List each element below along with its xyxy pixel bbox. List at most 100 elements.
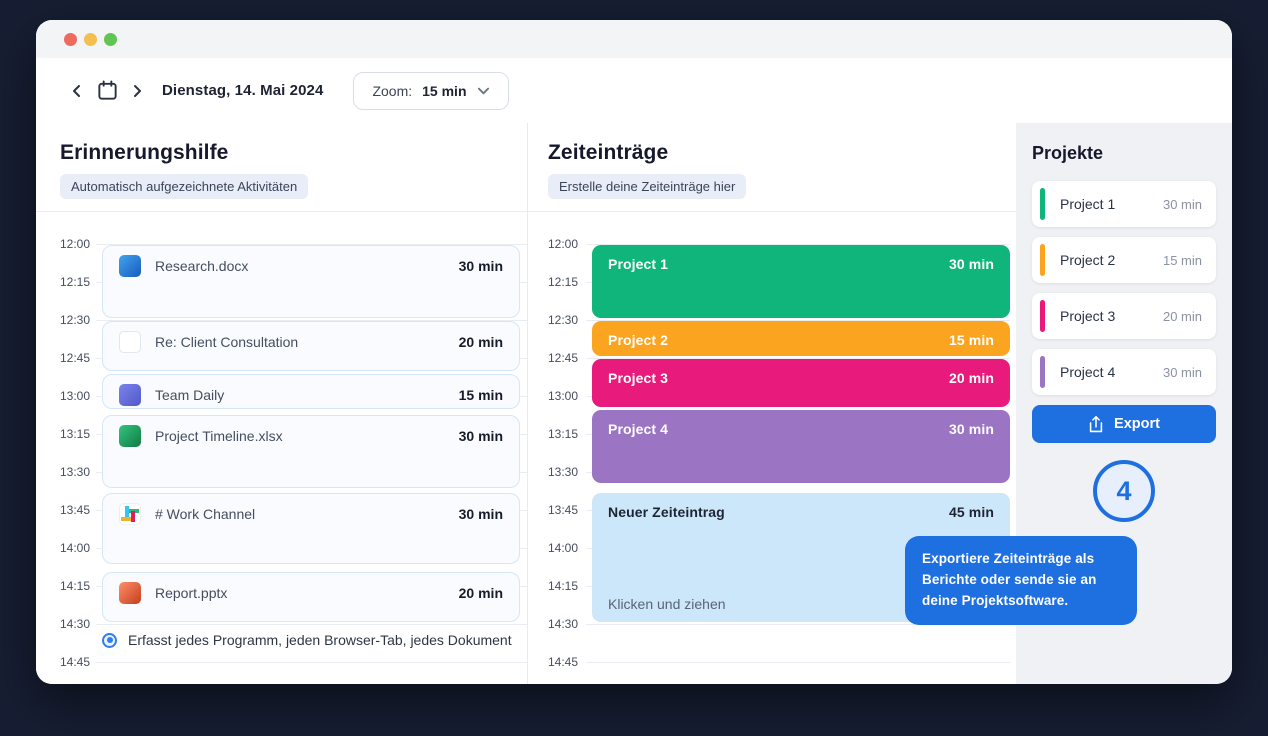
project-duration: 30 min [1162,196,1202,212]
left-panel-badge: Automatisch aufgezeichnete Aktivitäten [60,174,309,199]
time-label: 13:45 [547,503,578,517]
new-entry-hint: Klicken und ziehen [608,595,726,612]
project-card[interactable]: Project 2 15 min [1032,237,1216,283]
time-label: 14:45 [59,655,90,669]
left-panel-header: Erinnerungshilfe Automatisch aufgezeichn… [36,123,527,212]
activity-title: Report.pptx [155,584,228,601]
time-entry-name: Project 1 [608,256,669,272]
time-label: 13:15 [59,427,90,441]
time-entry-duration: 15 min [949,332,994,348]
time-label: 14:45 [547,655,578,669]
share-icon [1089,415,1103,432]
gridline [96,662,527,663]
project-color-bar [1040,244,1045,276]
activity-duration: 30 min [458,427,503,444]
teams-icon [119,384,141,407]
project-list: Project 1 30 min Project 2 15 min Projec… [1032,181,1216,395]
current-date: Dienstag, 14. Mai 2024 [162,82,324,99]
time-entry-duration: 20 min [949,370,994,386]
time-label: 12:15 [59,275,90,289]
record-icon [102,632,117,648]
activity-card[interactable]: Project Timeline.xlsx 30 min [102,414,520,488]
project-color-bar [1040,188,1045,220]
close-window-button[interactable] [64,32,77,46]
gridline [586,624,1010,625]
project-card[interactable]: Project 1 30 min [1032,181,1216,227]
panel-divider [527,123,528,684]
export-button[interactable]: Export [1032,405,1216,443]
activity-card[interactable]: Research.docx 30 min [102,245,520,318]
activity-duration: 30 min [458,258,503,274]
time-label: 14:30 [547,617,578,631]
activity-card[interactable]: # Work Channel 30 min [102,493,520,564]
time-label: 14:15 [59,579,90,593]
project-name: Project 4 [1060,364,1116,380]
app-window: Dienstag, 14. Mai 2024 Zoom: 15 min Erin… [36,20,1232,684]
activity-title: Re: Client Consultation [155,334,299,350]
left-timeline-grid: 12:00 12:15 12:30 12:45 13:00 13:15 13:30 13:45… [36,212,527,684]
time-entry-name: Project 3 [608,370,669,386]
project-duration: 15 min [1162,252,1202,268]
time-entry-block[interactable]: Project 2 15 min [592,321,1010,356]
time-label: 12:45 [59,351,90,365]
time-entry-name: Project 4 [608,420,669,437]
time-entry-block[interactable]: Project 1 30 min [592,245,1010,318]
previous-day-button[interactable] [64,78,90,104]
gridline [586,320,1010,321]
activity-card[interactable]: Report.pptx 20 min [102,571,520,622]
export-button-label: Export [1114,416,1160,432]
toolbar: Dienstag, 14. Mai 2024 Zoom: 15 min [36,58,1232,123]
sidebar-title: Projekte [1032,143,1104,163]
middle-panel-header: Zeiteinträge Erstelle deine Zeiteinträge… [528,123,1016,212]
project-name: Project 1 [1060,196,1116,212]
time-label: 14:00 [59,541,90,555]
time-label: 14:30 [59,617,90,631]
project-name: Project 2 [1060,252,1116,268]
activity-duration: 20 min [458,334,503,350]
recorded-activities-panel: Erinnerungshilfe Automatisch aufgezeichn… [36,123,527,684]
activity-title: Team Daily [155,387,225,404]
activity-card[interactable]: Team Daily 15 min [102,374,520,410]
calendar-button[interactable] [94,78,120,104]
chevron-left-icon [73,84,80,97]
time-entry-block[interactable]: Project 4 30 min [592,409,1010,483]
activity-title: Project Timeline.xlsx [155,427,283,444]
gmail-icon [119,331,141,353]
gridline [586,244,1010,245]
time-label: 12:00 [547,237,578,251]
activity-title: # Work Channel [155,506,256,523]
time-label: 14:15 [547,579,578,593]
time-label: 12:00 [59,237,90,251]
titlebar [36,20,1232,58]
new-entry-name: Neuer Zeiteintrag [608,504,725,521]
activity-card[interactable]: Re: Client Consultation 20 min [102,321,520,372]
gridline [96,244,527,245]
project-color-bar [1040,300,1045,332]
project-card[interactable]: Project 4 30 min [1032,349,1216,395]
word-icon [119,255,141,277]
time-label: 13:30 [547,465,578,479]
zoom-level-select[interactable]: Zoom: 15 min [353,71,509,110]
time-entry-name: Project 2 [608,332,669,348]
minimize-window-button[interactable] [84,32,97,46]
chevron-right-icon [134,84,141,97]
time-label: 14:00 [547,541,578,555]
project-card[interactable]: Project 3 20 min [1032,293,1216,339]
chevron-down-icon [477,87,489,95]
tracking-footnote: Erfasst jedes Programm, jeden Browser-Ta… [102,632,512,648]
time-label: 12:45 [547,351,578,365]
next-day-button[interactable] [124,78,150,104]
gridline [96,624,527,625]
time-label: 12:15 [547,275,578,289]
activity-duration: 30 min [458,506,503,523]
time-entry-block[interactable]: Project 3 20 min [592,359,1010,407]
project-duration: 20 min [1162,308,1202,324]
time-label: 13:00 [547,389,578,403]
calendar-icon [97,80,117,100]
time-label: 12:30 [59,313,90,327]
project-color-bar [1040,356,1045,388]
maximize-window-button[interactable] [104,32,117,46]
gridline [586,358,1010,359]
project-name: Project 3 [1060,308,1116,324]
left-panel-title: Erinnerungshilfe [60,141,229,164]
